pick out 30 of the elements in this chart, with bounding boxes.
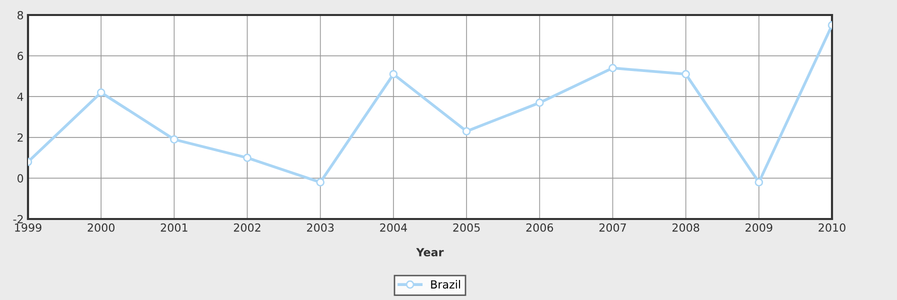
x-tick-label: 2001 [160,223,188,232]
point [170,135,178,144]
x-tick-label: 2000 [88,223,114,232]
point [316,178,325,186]
y-tick-label: 6 [18,52,24,60]
x-tick-label: 2002 [234,223,260,232]
x-tick-label: 2005 [453,223,480,232]
x-tick-label: 2004 [380,223,407,232]
y-tick-label: 2 [18,133,23,142]
point [535,98,544,107]
point [682,70,690,78]
x-tick-label: 2006 [526,223,554,232]
y-tick-label: -2 [13,214,23,224]
y-tick-label: 0 [17,174,24,183]
point [389,70,398,78]
legend-label: Brazil [431,280,460,289]
point [754,178,764,186]
x-tick-label: 2009 [746,223,772,232]
point [462,127,471,136]
x-tick-label: 2008 [672,223,700,232]
x-tick-label: 1999 [15,223,42,232]
x-tick-label: 2010 [818,223,846,232]
x-axis-title: Year [416,248,444,256]
point [96,88,106,97]
y-tick-label: 4 [17,92,24,101]
y-tick-label: 8 [18,10,24,20]
point [608,64,617,72]
x-tick-label: 2003 [307,223,334,232]
x-tick-label: 2007 [599,223,626,232]
point [243,154,252,162]
